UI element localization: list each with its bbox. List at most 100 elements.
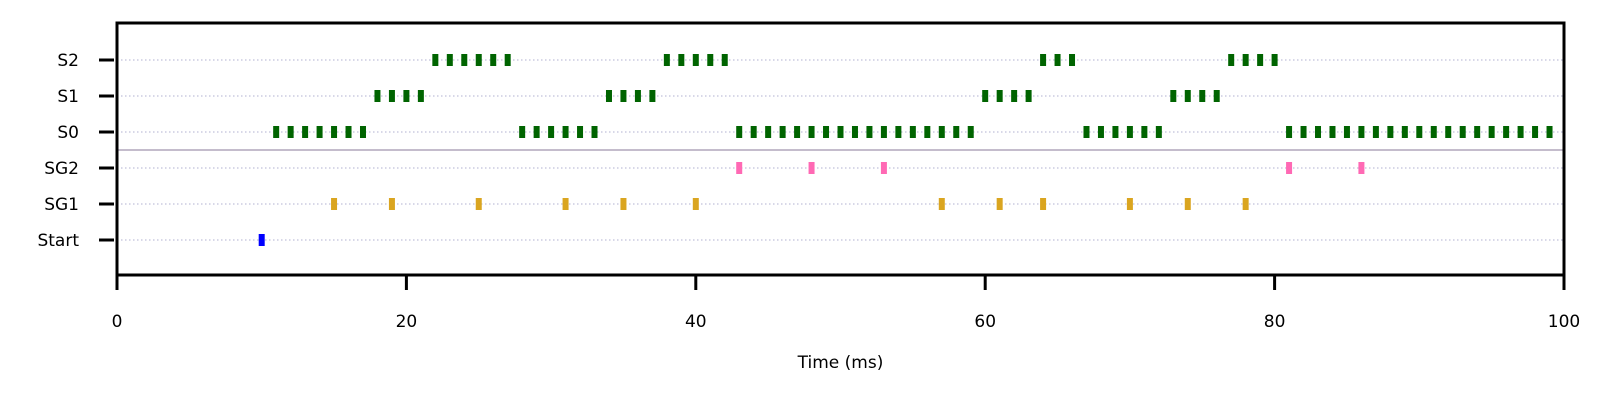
event-mark-sg2-2 — [880, 162, 887, 174]
event-mark-s0-18 — [808, 126, 815, 138]
event-mark-s0-8 — [533, 126, 540, 138]
event-mark-s1-13 — [1184, 90, 1191, 102]
event-mark-sg1-3 — [562, 198, 569, 210]
event-mark-s0-16 — [779, 126, 786, 138]
event-mark-s0-44 — [1401, 126, 1408, 138]
y-tick-label-s0: S0 — [57, 123, 79, 143]
event-mark-s1-9 — [996, 90, 1003, 102]
event-mark-s0-20 — [837, 126, 844, 138]
event-mark-sg1-9 — [1126, 198, 1133, 210]
event-mark-s0-48 — [1459, 126, 1466, 138]
event-mark-s2-4 — [490, 54, 497, 66]
event-mark-s0-46 — [1430, 126, 1437, 138]
event-mark-s0-21 — [851, 126, 858, 138]
event-mark-s0-30 — [1083, 126, 1090, 138]
event-mark-sg1-4 — [620, 198, 627, 210]
event-mark-sg2-4 — [1358, 162, 1365, 174]
event-mark-s2-13 — [1069, 54, 1076, 66]
event-mark-sg1-5 — [692, 198, 699, 210]
event-mark-start-0 — [258, 234, 265, 246]
event-mark-s2-10 — [721, 54, 728, 66]
event-mark-s0-26 — [924, 126, 931, 138]
event-mark-s1-5 — [620, 90, 627, 102]
event-mark-s0-49 — [1474, 126, 1481, 138]
event-mark-s2-2 — [461, 54, 468, 66]
event-mark-s0-25 — [909, 126, 916, 138]
y-tick-label-s1: S1 — [57, 87, 79, 107]
x-tick-label-20: 20 — [396, 312, 418, 332]
event-mark-s1-2 — [403, 90, 410, 102]
event-mark-s2-12 — [1054, 54, 1061, 66]
x-tick-label-60: 60 — [974, 312, 996, 332]
event-mark-s1-11 — [1025, 90, 1032, 102]
event-mark-s0-45 — [1416, 126, 1423, 138]
event-mark-s0-51 — [1503, 126, 1510, 138]
event-mark-s0-32 — [1112, 126, 1119, 138]
event-mark-sg1-8 — [1040, 198, 1047, 210]
event-mark-s0-24 — [895, 126, 902, 138]
event-mark-s2-15 — [1242, 54, 1249, 66]
event-mark-s1-0 — [374, 90, 381, 102]
event-mark-s2-11 — [1040, 54, 1047, 66]
event-mark-s1-10 — [1011, 90, 1018, 102]
event-mark-s0-23 — [880, 126, 887, 138]
event-mark-s2-7 — [678, 54, 685, 66]
event-marks — [258, 54, 1553, 246]
event-mark-sg1-2 — [475, 198, 482, 210]
event-mark-s0-28 — [953, 126, 960, 138]
event-mark-s1-6 — [634, 90, 641, 102]
plot-frame — [115, 21, 1566, 277]
event-mark-s1-8 — [982, 90, 989, 102]
event-mark-s0-38 — [1315, 126, 1322, 138]
event-mark-sg1-0 — [331, 198, 338, 210]
x-axis-title: Time (ms) — [797, 353, 884, 373]
event-mark-s0-27 — [938, 126, 945, 138]
event-mark-s0-33 — [1126, 126, 1133, 138]
event-mark-s1-14 — [1199, 90, 1206, 102]
event-mark-s0-13 — [736, 126, 743, 138]
event-mark-s0-52 — [1517, 126, 1524, 138]
event-mark-s0-53 — [1532, 126, 1539, 138]
event-mark-s0-4 — [331, 126, 338, 138]
y-tick-label-sg2: SG2 — [44, 159, 79, 179]
event-mark-s2-3 — [475, 54, 482, 66]
event-mark-s0-31 — [1097, 126, 1104, 138]
x-tick-label-80: 80 — [1264, 312, 1286, 332]
event-mark-s0-17 — [794, 126, 801, 138]
event-mark-s2-5 — [504, 54, 511, 66]
event-mark-s0-54 — [1546, 126, 1553, 138]
event-mark-sg1-10 — [1184, 198, 1191, 210]
y-tick-label-start: Start — [37, 231, 79, 251]
event-mark-s0-10 — [562, 126, 569, 138]
event-mark-s0-35 — [1155, 126, 1162, 138]
event-mark-s2-16 — [1257, 54, 1264, 66]
event-mark-s0-19 — [823, 126, 830, 138]
event-mark-sg1-11 — [1242, 198, 1249, 210]
event-mark-s0-37 — [1300, 126, 1307, 138]
event-mark-s0-34 — [1141, 126, 1148, 138]
event-mark-s2-0 — [432, 54, 439, 66]
event-mark-s0-22 — [866, 126, 873, 138]
event-mark-s0-43 — [1387, 126, 1394, 138]
event-mark-s0-0 — [273, 126, 280, 138]
event-mark-s1-12 — [1170, 90, 1177, 102]
event-mark-s0-2 — [302, 126, 309, 138]
event-mark-s0-40 — [1343, 126, 1350, 138]
y-tick-label-sg1: SG1 — [44, 195, 79, 215]
event-mark-s0-41 — [1358, 126, 1365, 138]
event-mark-s2-14 — [1228, 54, 1235, 66]
event-mark-s0-1 — [287, 126, 294, 138]
event-mark-s1-7 — [649, 90, 656, 102]
event-mark-s0-36 — [1286, 126, 1293, 138]
x-tick-label-40: 40 — [685, 312, 707, 332]
event-mark-sg2-3 — [1286, 162, 1293, 174]
event-mark-sg1-1 — [388, 198, 395, 210]
event-mark-s2-9 — [707, 54, 714, 66]
x-tick-label-100: 100 — [1548, 312, 1580, 332]
event-mark-s0-29 — [967, 126, 974, 138]
event-mark-s0-7 — [519, 126, 526, 138]
event-mark-sg2-0 — [736, 162, 743, 174]
event-mark-s0-12 — [591, 126, 598, 138]
grid-lines — [117, 59, 1564, 241]
